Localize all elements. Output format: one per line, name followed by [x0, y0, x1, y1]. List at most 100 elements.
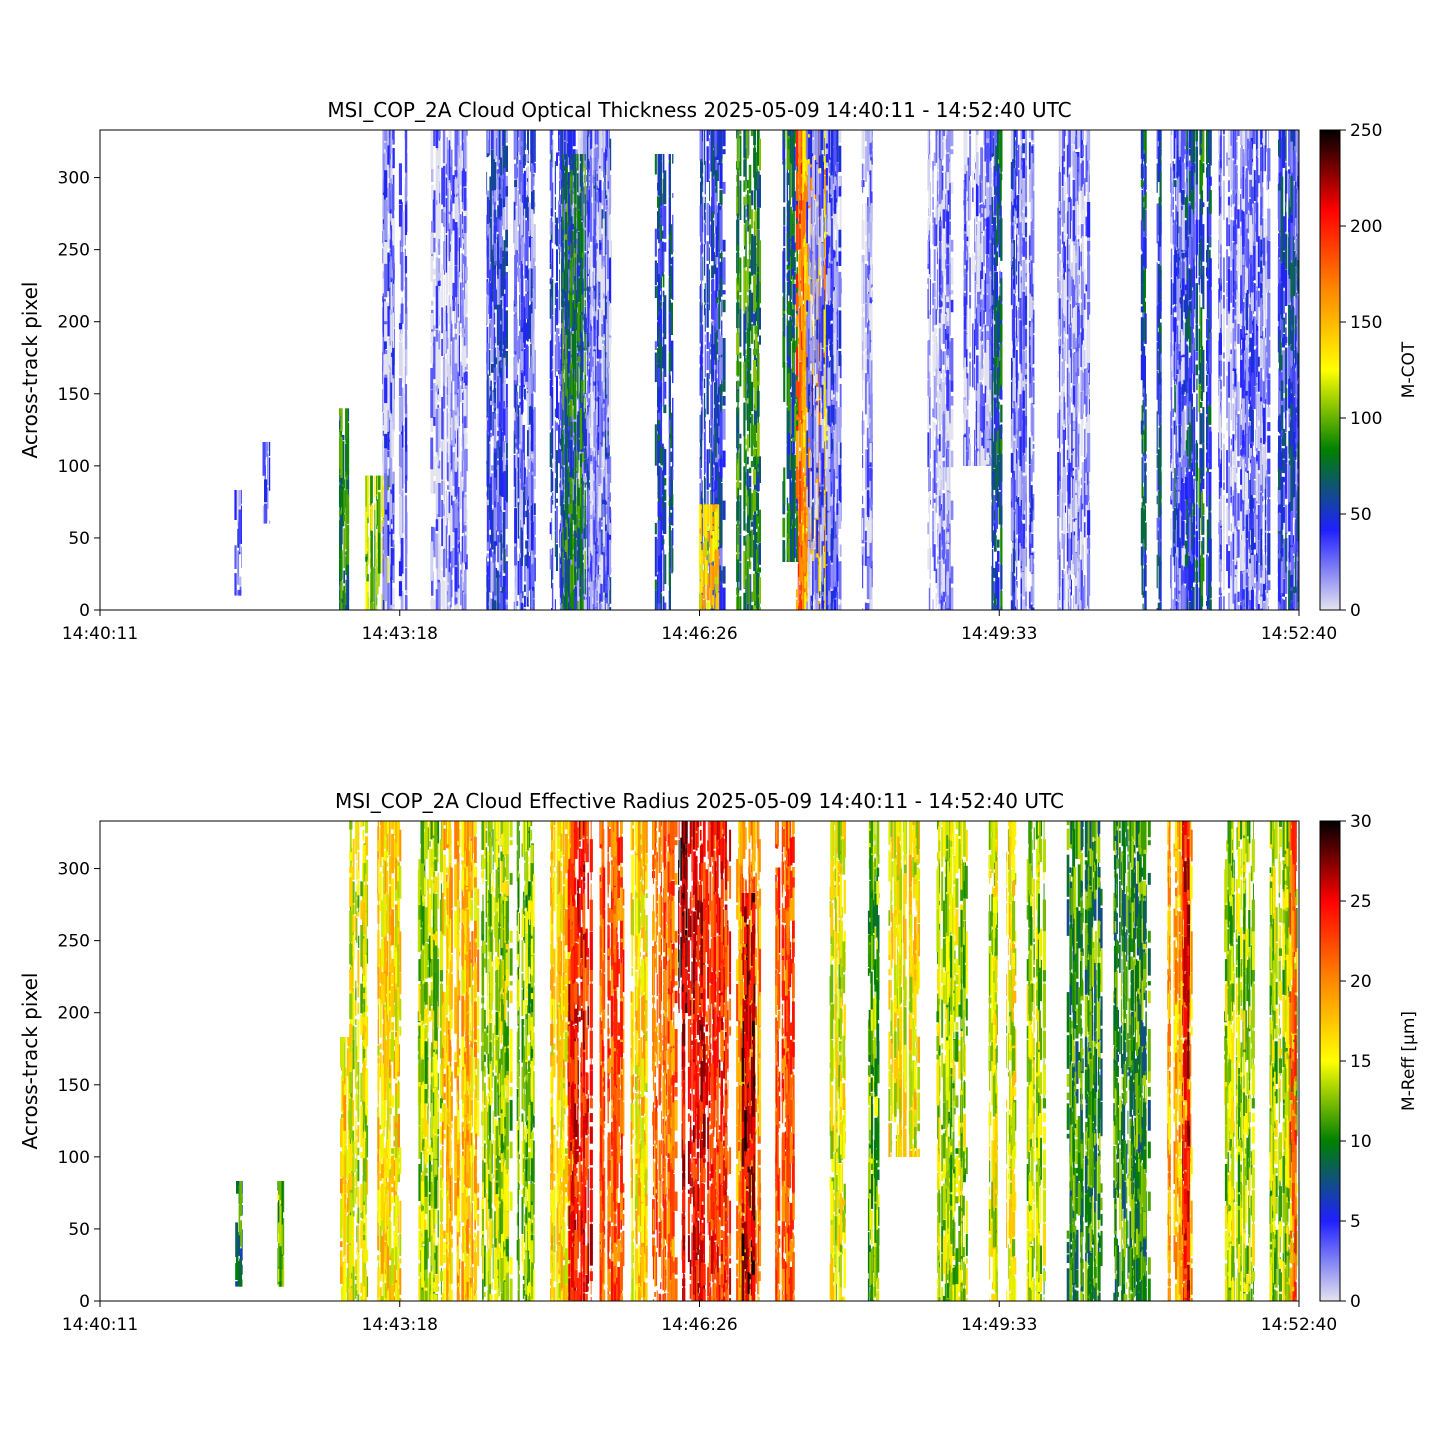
cloud-band-28	[1245, 130, 1271, 610]
cloud-band-1	[262, 442, 271, 524]
cloud-band-34	[1198, 130, 1205, 610]
cloud-band-35	[1206, 130, 1212, 610]
y-tick-label: 0	[79, 1292, 90, 1312]
cloud-band-28	[1224, 821, 1255, 1301]
cloud-band-3	[349, 821, 369, 1301]
colorbar-tick-label: 150	[1350, 313, 1382, 333]
cloud-band-20	[829, 821, 846, 1301]
y-axis-label: Across-track pixel	[18, 282, 42, 459]
cloud-band-10	[573, 130, 611, 610]
cloud-band-31	[991, 130, 998, 610]
heatmap-area	[100, 821, 1299, 1301]
y-tick-label: 150	[58, 385, 90, 405]
cloud-band-18	[678, 821, 688, 1013]
x-tick-label: 14:40:11	[62, 1315, 138, 1335]
x-tick-label: 14:46:26	[661, 1315, 737, 1335]
x-tick-label: 14:49:33	[961, 1315, 1037, 1335]
colorbar-tick-label: 100	[1350, 409, 1382, 429]
cloud-band-6	[486, 130, 508, 610]
x-tick-label: 14:52:40	[1261, 624, 1337, 644]
colorbar-label: M-COT	[1399, 341, 1419, 398]
y-tick-label: 250	[58, 932, 90, 952]
y-tick-label: 0	[79, 601, 90, 621]
cloud-band-23	[1026, 821, 1046, 1301]
colorbar-tick-label: 30	[1350, 812, 1372, 832]
cloud-band-7	[481, 821, 513, 1301]
cloud-band-8	[516, 821, 535, 1301]
cloud-band-4	[377, 821, 402, 1301]
colorbar-tick-label: 15	[1350, 1052, 1372, 1072]
cloud-band-30	[1289, 821, 1297, 1301]
cloud-band-15	[736, 130, 761, 610]
colorbar-tick-label: 0	[1350, 1292, 1361, 1312]
y-tick-label: 50	[68, 529, 90, 549]
y-tick-label: 300	[58, 169, 90, 189]
colorbar-tick-label: 25	[1350, 892, 1372, 912]
colorbar-tick-label: 20	[1350, 972, 1372, 992]
colorbar-tick-label: 5	[1350, 1212, 1361, 1232]
y-axis-label: Across-track pixel	[18, 973, 42, 1150]
cloud-band-26	[1170, 130, 1187, 610]
y-tick-label: 200	[58, 313, 90, 333]
cloud-band-21	[927, 130, 954, 610]
cloud-band-22	[963, 130, 1001, 466]
cloud-band-1	[277, 1181, 285, 1287]
cloud-band-12	[654, 154, 674, 610]
cloud-band-23	[1014, 130, 1035, 610]
cloud-band-21	[888, 821, 920, 1157]
y-tick-label: 300	[58, 860, 90, 880]
colorbar-tick-label: 0	[1350, 601, 1361, 621]
x-tick-label: 14:46:26	[661, 624, 737, 644]
cloud-band-32	[1010, 130, 1016, 610]
cloud-band-6	[441, 821, 480, 1301]
cloud-band-22	[936, 821, 968, 1301]
chart-panel-2: MSI_COP_2A Cloud Effective Radius 2025-0…	[18, 789, 1419, 1335]
cloud-band-11	[562, 154, 586, 610]
cloud-band-0	[235, 1181, 243, 1287]
cloud-band-4	[382, 130, 408, 610]
y-tick-label: 200	[58, 1004, 90, 1024]
cloud-band-14	[699, 504, 720, 610]
chart-panel-1: MSI_COP_2A Cloud Optical Thickness 2025-…	[18, 98, 1419, 644]
cloud-band-10	[567, 821, 593, 1301]
y-tick-label: 100	[58, 1148, 90, 1168]
y-tick-label: 50	[68, 1220, 90, 1240]
colorbar-tick-label: 50	[1350, 505, 1372, 525]
colorbar-label: M-Reff [μm]	[1399, 1011, 1419, 1111]
cloud-band-0	[234, 490, 242, 596]
cloud-band-13	[652, 821, 678, 1301]
colorbar-tick-label: 200	[1350, 217, 1382, 237]
cloud-band-27	[1182, 821, 1190, 1301]
x-tick-label: 14:40:11	[62, 624, 138, 644]
cloud-band-37	[1156, 130, 1162, 610]
cloud-band-5	[417, 821, 444, 1301]
cloud-band-14	[681, 821, 706, 1301]
x-tick-label: 14:49:33	[961, 624, 1037, 644]
cloud-band-7	[513, 130, 536, 610]
colorbar-tick-label: 10	[1350, 1132, 1372, 1152]
colorbar-tick-label: 250	[1350, 121, 1382, 141]
x-tick-label: 14:52:40	[1261, 1315, 1337, 1335]
cloud-band-31	[867, 821, 880, 1301]
cloud-band-24	[1057, 130, 1091, 610]
cloud-band-19	[741, 893, 756, 1301]
colorbar: 0 5 10 15 20 25 30 M-Reff [μm]	[1319, 812, 1419, 1312]
y-tick-label: 100	[58, 457, 90, 477]
cloud-band-2	[339, 408, 350, 610]
y-tick-label: 150	[58, 1076, 90, 1096]
cloud-band-19	[806, 130, 842, 610]
cloud-band-15	[705, 821, 732, 1301]
chart-title: MSI_COP_2A Cloud Effective Radius 2025-0…	[335, 789, 1064, 813]
cloud-band-17	[775, 821, 795, 1301]
chart-title: MSI_COP_2A Cloud Optical Thickness 2025-…	[327, 98, 1071, 122]
x-tick-label: 14:43:18	[362, 624, 438, 644]
cloud-band-20	[861, 130, 873, 610]
x-tick-label: 14:43:18	[362, 1315, 438, 1335]
cloud-band-12	[630, 821, 648, 1301]
cloud-band-33	[1006, 821, 1017, 1301]
cloud-band-11	[599, 821, 625, 1301]
cloud-band-2	[340, 1037, 353, 1301]
cloud-band-36	[1140, 130, 1147, 610]
cloud-band-32	[988, 821, 998, 1301]
